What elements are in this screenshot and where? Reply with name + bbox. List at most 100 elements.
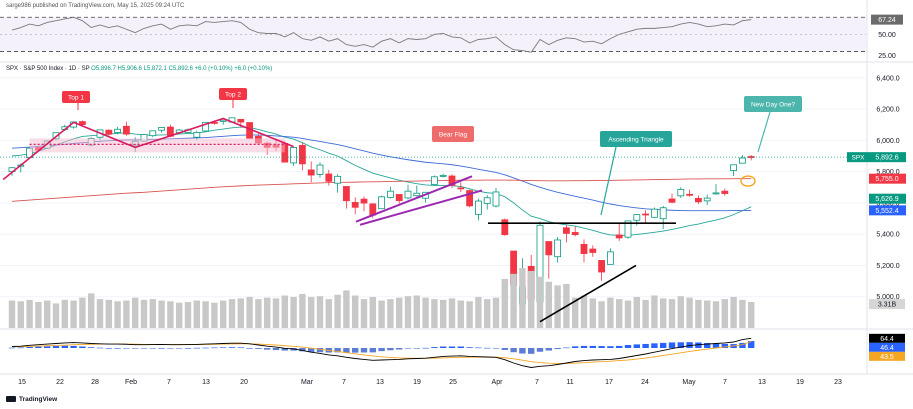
macd-hist-bar	[360, 348, 368, 353]
volume-bar	[299, 294, 306, 328]
candle-body	[695, 197, 702, 203]
candle-body	[430, 176, 438, 185]
bear-flag-upper-line	[355, 175, 473, 223]
candle-body	[589, 248, 597, 253]
candle-body	[598, 260, 605, 273]
price-tag-symbol-bg	[847, 152, 869, 163]
macd-hist-bar	[140, 348, 148, 349]
candle-body	[378, 196, 386, 210]
time-tick-label: 15	[18, 379, 26, 386]
volume-bar	[17, 301, 24, 328]
volume-bar	[440, 299, 447, 328]
time-tick-label: 22	[56, 379, 64, 386]
macd-hist-bar	[466, 347, 473, 348]
volume-bar	[140, 299, 148, 328]
annotation-label-top2: Top 2	[225, 92, 241, 99]
candle-body	[554, 239, 561, 258]
macd-hist-bar	[748, 341, 755, 348]
candle-body	[316, 164, 324, 175]
macd-hist-bar	[123, 348, 130, 349]
volume-bar	[448, 298, 456, 328]
volume-bar	[422, 297, 429, 328]
macd-hist-bar	[528, 348, 535, 354]
volume-bar	[369, 296, 376, 328]
rsi-tick-label: 50.00	[878, 32, 896, 39]
volume-bar	[360, 299, 368, 328]
macd-hist-bar	[440, 346, 447, 348]
macd-hist-bar	[8, 347, 16, 349]
macd-tag-bg	[869, 333, 905, 343]
macd-tag-value: 64.4	[880, 336, 894, 343]
macd-hist-bar	[686, 342, 693, 348]
macd-hist-bar	[132, 348, 139, 349]
price-tag-value: 5,552.4	[875, 208, 898, 215]
macd-hist-bar	[721, 343, 728, 348]
price-tag-bg	[869, 173, 906, 184]
volume-bar	[272, 298, 280, 328]
time-tick-label: Feb	[125, 379, 137, 386]
volume-bar	[404, 296, 412, 328]
macd-hist-bar	[352, 348, 359, 353]
macd-hist-bar	[70, 345, 77, 348]
volume-tag-value: 3.31B	[878, 302, 897, 309]
macd-hist-bar	[334, 348, 341, 353]
annotation-box-ascending	[600, 131, 672, 147]
macd-hist-bar	[422, 347, 429, 349]
volume-bar	[8, 300, 16, 328]
candle-body	[474, 200, 482, 215]
macd-hist-bar	[228, 347, 236, 348]
macd-hist-bar	[158, 348, 165, 349]
time-tick-label: 7	[723, 379, 727, 386]
macd-hist-bar	[220, 347, 227, 348]
macd-hist-bar	[484, 347, 491, 349]
macd-hist-bar	[114, 348, 121, 349]
macd-hist-bar	[501, 348, 508, 350]
volume-pane	[8, 268, 755, 328]
macd-hist-bar	[668, 342, 676, 348]
price-tag-bg	[869, 152, 906, 163]
macd-hist-bar	[369, 348, 376, 353]
macd-hist-bar	[633, 344, 640, 348]
macd-hist-bar	[343, 348, 350, 353]
macd-hist-bar	[237, 347, 244, 348]
volume-bar	[123, 300, 130, 328]
volume-bar	[651, 295, 658, 328]
candle-body	[158, 126, 166, 131]
volume-bar	[677, 296, 684, 328]
symbol-legend: SPX · S&P 500 Index · 1D · SP O5,896.7 H…	[6, 66, 272, 72]
time-tick-label: 7	[342, 379, 346, 386]
macd-hist-bar	[52, 346, 60, 348]
volume-bar	[660, 298, 667, 328]
volume-bar	[730, 296, 737, 328]
volume-bar	[536, 276, 544, 328]
annotation-box-newday	[744, 96, 802, 112]
candle-body	[721, 190, 729, 194]
macd-hist-bar	[739, 342, 746, 348]
macd-hist-bar	[624, 345, 632, 348]
candle-body	[360, 198, 368, 204]
time-tick-label: 7	[167, 379, 171, 386]
volume-bar	[35, 302, 42, 328]
volume-bar	[176, 302, 183, 328]
volume-bar	[712, 301, 720, 328]
macd-hist-bar	[536, 348, 544, 352]
volume-bar	[70, 300, 77, 328]
volume-bar	[184, 302, 192, 328]
volume-bar	[290, 296, 297, 328]
volume-bar	[237, 298, 244, 328]
volume-bar	[721, 299, 728, 328]
candle-body	[202, 121, 210, 132]
candle-body	[651, 208, 658, 218]
candle-body	[712, 192, 720, 195]
macd-hist-bar	[202, 347, 209, 349]
rsi-value-label: 67.24	[878, 17, 896, 24]
time-tick-label: 25	[449, 379, 457, 386]
annotation-label-newday: New Day One?	[751, 102, 795, 109]
volume-bar	[325, 299, 332, 328]
annotation-box-top2	[219, 88, 247, 100]
price-pane	[0, 77, 866, 323]
price-tick-label: 5,800.0	[876, 169, 899, 176]
macd-hist-bar	[431, 347, 438, 348]
macd-hist-bar	[272, 348, 280, 351]
volume-bar	[202, 301, 209, 328]
